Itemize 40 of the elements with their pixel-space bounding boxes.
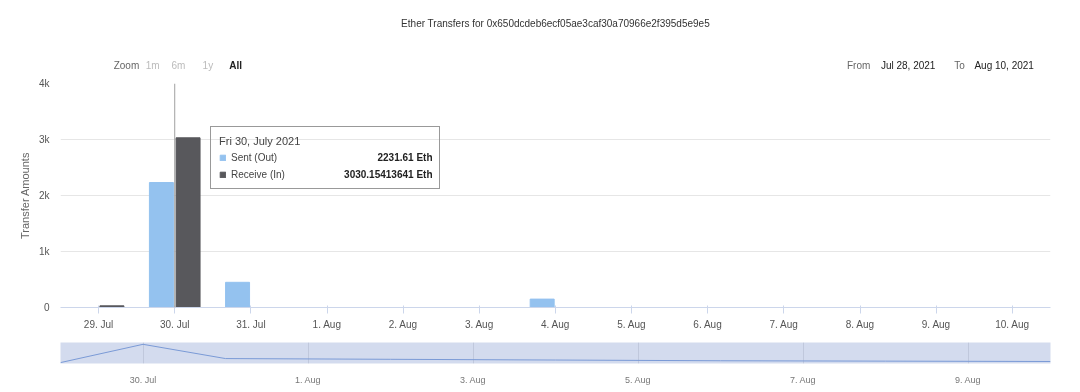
x-tick-label: 3. Aug (464, 318, 494, 330)
x-tick-label: 9. Aug (921, 318, 951, 330)
x-tick-label: 1. Aug (294, 374, 321, 385)
x-tick-label: 10. Aug (995, 318, 1030, 330)
x-tick-label: 7. Aug (789, 374, 816, 385)
text: Zoom (113, 60, 140, 71)
y-tick-label: 3k (38, 134, 51, 145)
x-tick-label: 3. Aug (459, 374, 486, 385)
x-tick-label: 30. Jul (160, 318, 190, 330)
text: From (847, 60, 871, 71)
x-tick-label: 4. Aug (541, 318, 570, 330)
x-tick-label: 8. Aug (845, 318, 875, 330)
text: 6m (171, 60, 186, 71)
x-tick-label: 29. Jul (83, 318, 114, 330)
annotation: 2231.61 Eth (377, 151, 433, 163)
annotation: 3030.15413641 Eth (344, 168, 433, 180)
x-tick-label: 9. Aug (954, 374, 981, 385)
y-tick-label: 4k (38, 78, 51, 89)
y-tick-label: 0 (43, 302, 50, 313)
legend-label: Sent (Out) (231, 152, 278, 163)
text: 1m (145, 60, 160, 71)
legend-title: Fri 30, July 2021 (219, 135, 302, 147)
x-tick-label: 6. Aug (693, 318, 722, 330)
y-tick-label: 1k (38, 246, 51, 257)
y-tick-label: 2k (38, 190, 51, 201)
x-tick-label: 2. Aug (388, 318, 418, 330)
text: All (229, 60, 243, 71)
x-tick-label: 30. Jul (129, 374, 157, 385)
chart-title: Ether Transfers for 0x650dcdeb6ecf05ae3caf30a70966e2f395d5e9e5 (401, 18, 711, 29)
x-tick-label: 31. Jul (236, 318, 266, 330)
text: Aug 10, 2021 (974, 60, 1035, 71)
x-tick-label: 1. Aug (312, 318, 341, 330)
text: To (954, 60, 966, 71)
y-axis-title: Transfer Amounts (18, 152, 31, 240)
text: Jul 28, 2021 (880, 60, 936, 71)
x-tick-label: 5. Aug (617, 318, 646, 330)
text: 1y (202, 60, 214, 71)
x-tick-label: 7. Aug (769, 318, 798, 330)
legend-label: Receive (In) (231, 169, 285, 180)
x-tick-label: 5. Aug (624, 374, 651, 385)
